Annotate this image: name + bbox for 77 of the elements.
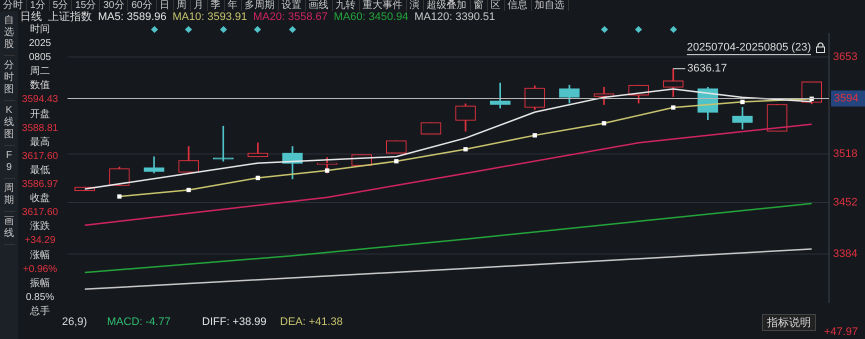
text: MA5: 3589.96 xyxy=(98,11,166,23)
annotation: 20250704-20250805 (23) xyxy=(686,42,811,54)
text: 涨幅 xyxy=(29,248,51,262)
chart-title: 上证指数 xyxy=(48,11,92,23)
text: 日 xyxy=(156,0,174,11)
y-tick-label: 3653 xyxy=(833,50,858,63)
text: 振幅 xyxy=(29,276,51,291)
text: 时间 xyxy=(29,23,51,37)
text: 分时图 xyxy=(4,56,14,101)
text: 3586.97 xyxy=(20,178,60,192)
text: 最低 xyxy=(29,164,51,178)
text: 0805 xyxy=(28,51,52,66)
text: 30分 xyxy=(100,0,128,11)
text: 分时 xyxy=(0,0,27,11)
text: F9 xyxy=(4,146,14,179)
point xyxy=(532,133,537,138)
text: DIFF: +38.99 xyxy=(202,316,267,328)
point xyxy=(324,168,330,173)
text: 3617.60 xyxy=(20,206,60,220)
point xyxy=(740,100,745,104)
text: +0.96% xyxy=(22,262,58,277)
text: 开盘 xyxy=(29,108,51,122)
text: 涨跌 xyxy=(29,220,51,234)
y-tick-label: 3384 xyxy=(833,248,858,260)
point xyxy=(256,176,260,180)
text: 周期 xyxy=(4,179,14,212)
text: 2025 xyxy=(28,37,52,52)
text: 超级叠加 xyxy=(424,0,470,11)
y-tick-label: 3452 xyxy=(833,196,858,209)
text: DEA: +41.38 xyxy=(280,316,343,328)
point xyxy=(186,188,191,192)
text: MACD: -4.77 xyxy=(107,316,171,328)
text: 画线 xyxy=(306,0,332,11)
text: +47.97 xyxy=(824,326,858,338)
text: 加自选 xyxy=(532,0,568,11)
point xyxy=(602,121,606,126)
point xyxy=(463,147,468,152)
text: MA120: 3390.51 xyxy=(414,11,496,23)
text: 画线 xyxy=(4,212,14,245)
text: 区 xyxy=(488,0,504,11)
text: 周 xyxy=(174,0,190,11)
ref-line-label: 3594 xyxy=(834,92,858,104)
text: 3594.43 xyxy=(20,93,60,108)
text: 收盘 xyxy=(29,192,51,206)
text: 周二 xyxy=(29,65,51,80)
text: 设置 xyxy=(278,0,306,11)
text: 指标说明 xyxy=(762,314,816,331)
text: 季 xyxy=(208,0,224,11)
y-tick-label: 3518 xyxy=(833,148,858,160)
text: K线图 xyxy=(4,101,14,146)
text: 1分 xyxy=(27,0,50,11)
text: 15分 xyxy=(72,0,100,11)
text: 3617.60 xyxy=(20,150,60,164)
text: 年 xyxy=(224,0,242,11)
annotation: 3636.17 xyxy=(687,62,728,75)
text: 3588.81 xyxy=(20,122,60,136)
text: 5分 xyxy=(50,0,72,11)
text: 自选股 xyxy=(4,11,14,56)
text: 月 xyxy=(190,0,208,11)
text: 数值 xyxy=(29,79,51,94)
point xyxy=(394,159,398,164)
text: 重大事件 xyxy=(360,0,406,11)
point xyxy=(117,194,122,199)
text: 总手 xyxy=(29,304,51,319)
chart-subtitle: 日线 xyxy=(20,11,42,23)
text: MA20: 3558.67 xyxy=(253,11,328,23)
text: 九转 xyxy=(332,0,360,11)
text: 0.85% xyxy=(24,290,56,305)
text: 26,9) xyxy=(62,316,88,328)
text: 60分 xyxy=(128,0,156,11)
text: 信息 xyxy=(504,0,532,11)
text: +34.29 xyxy=(24,234,56,248)
point xyxy=(671,105,676,110)
text: MA60: 3450.94 xyxy=(334,11,408,23)
text: 最高 xyxy=(29,136,51,150)
text: 多周期 xyxy=(242,0,278,11)
text: MA10: 3593.91 xyxy=(172,11,248,23)
